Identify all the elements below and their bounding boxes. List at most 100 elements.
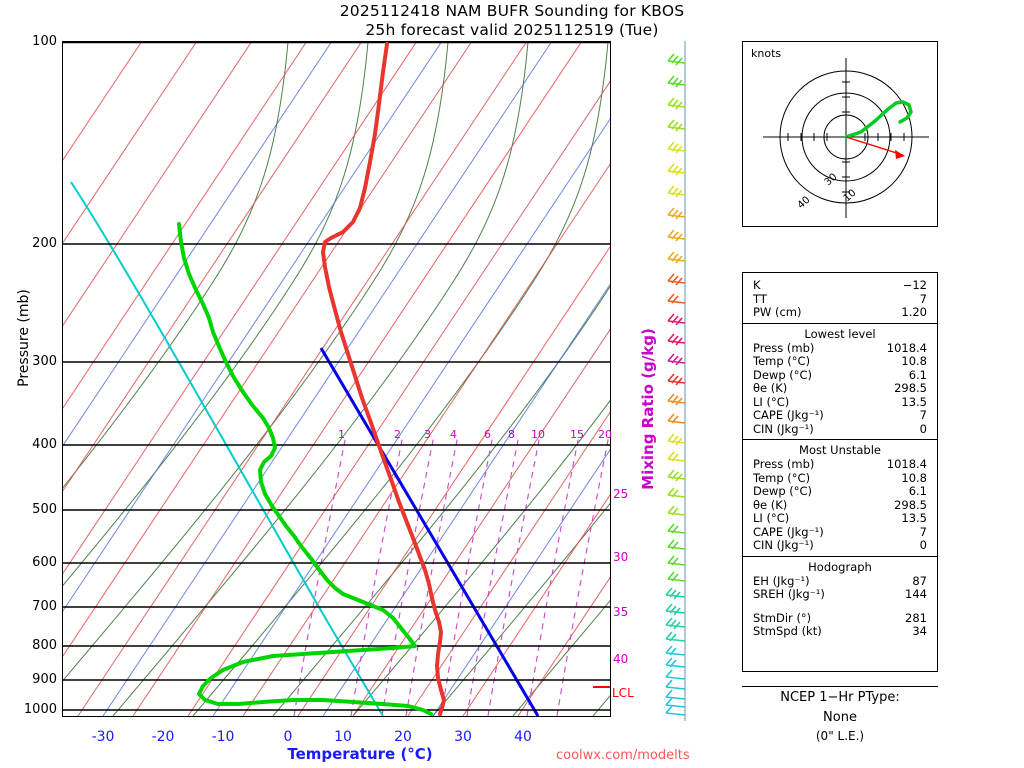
param-key: SREH (Jkg⁻¹): [753, 587, 825, 601]
param-row: CIN (Jkg⁻¹) 0: [743, 538, 937, 553]
param-value: 298.5: [894, 497, 927, 512]
param-value: 1.20: [901, 305, 927, 319]
temp-tick--20: -20: [151, 729, 175, 745]
pressure-tick-200: 200: [32, 236, 57, 251]
param-value: 0: [919, 538, 927, 552]
param-value: 7: [919, 408, 927, 422]
height-label-35: 35: [613, 605, 629, 619]
height-label-40: 40: [613, 652, 629, 666]
mixing-ratio-label-10: 10: [531, 428, 545, 441]
param-key: LI (°C): [753, 394, 790, 409]
ptype-title: NCEP 1−Hr PType:: [742, 686, 938, 705]
ptype-panel: NCEP 1−Hr PType: None (0" L.E.): [742, 686, 938, 756]
param-row: Dewp (°C) 6.1: [743, 484, 937, 499]
mixing-ratio-label-6: 6: [484, 428, 491, 441]
hodograph-heading: Hodograph: [808, 559, 872, 574]
temp-tick--10: -10: [211, 729, 235, 745]
sounding-parameters-panel: K −12 TT 7 PW (cm) 1.20 Lowest level Press …: [742, 272, 938, 672]
lcl-label: LCL: [612, 686, 634, 700]
param-value: 281: [905, 610, 927, 625]
divider: [743, 555, 937, 557]
param-key: CAPE (Jkg⁻¹): [753, 408, 824, 422]
param-row: CIN (Jkg⁻¹) 0: [743, 422, 937, 437]
svg-text:10: 10: [842, 188, 859, 205]
param-value: 7: [919, 524, 927, 539]
param-key: θe (K): [753, 497, 788, 512]
pressure-tick-1000b: 1000: [23, 702, 57, 717]
pressure-tick-700: 700: [32, 599, 57, 614]
param-row: Temp (°C) 10.8: [743, 470, 937, 486]
svg-text:40: 40: [796, 195, 813, 212]
param-row: Temp (°C) 10.8: [743, 354, 937, 369]
param-value: 13.5: [901, 394, 927, 409]
param-value: 7: [919, 291, 927, 306]
param-row: SREH (Jkg⁻¹) 144: [743, 587, 937, 602]
param-value: 1018.4: [886, 340, 927, 355]
pressure-tick-1000: 100: [32, 34, 57, 49]
param-key: TT: [753, 291, 767, 306]
param-row: Press (mb) 1018.4: [743, 457, 937, 472]
pressure-tick-400: 400: [32, 437, 57, 452]
most-unstable-heading: Most Unstable: [799, 443, 881, 457]
pressure-tick-300: 300: [32, 354, 57, 369]
mixing-ratio-label-1: 1: [338, 428, 345, 441]
param-key: EH (Jkg⁻¹): [753, 573, 810, 588]
param-row: PW (cm) 1.20: [743, 305, 937, 320]
param-key: LI (°C): [753, 511, 790, 525]
lowest-level-heading: Lowest level: [804, 326, 876, 341]
param-key: Temp (°C): [753, 354, 811, 368]
param-row: θe (K) 298.5: [743, 497, 937, 513]
param-row: K −12: [743, 278, 937, 293]
temp-tick-40: 40: [514, 729, 532, 745]
hodograph-units-label: knots: [751, 47, 782, 60]
param-value: −12: [902, 278, 927, 292]
credit-text: coolwx.com/modelts: [556, 748, 690, 763]
wind-barb-profile: [650, 41, 710, 721]
param-row: LI (°C) 13.5: [743, 394, 937, 410]
param-key: Press (mb): [753, 457, 815, 471]
param-key: CIN (Jkg⁻¹): [753, 538, 814, 552]
param-key: Dewp (°C): [753, 367, 813, 382]
param-value: 144: [905, 587, 927, 601]
param-key: Dewp (°C): [753, 484, 813, 498]
param-value: 10.8: [901, 354, 927, 368]
param-spacer: [743, 602, 937, 612]
mixing-ratio-label-20: 20: [598, 428, 612, 441]
param-row: StmDir (°) 281: [743, 610, 937, 626]
param-row: LI (°C) 13.5: [743, 511, 937, 526]
temp-tick-30: 30: [454, 729, 472, 745]
mixing-ratio-label-4: 4: [450, 428, 457, 441]
param-value: 298.5: [894, 381, 927, 395]
param-row: Press (mb) 1018.4: [743, 340, 937, 356]
param-row: EH (Jkg⁻¹) 87: [743, 573, 937, 589]
temp-tick--30: -30: [91, 729, 115, 745]
ptype-value: None: [823, 710, 857, 725]
param-value: 34: [912, 624, 927, 638]
pressure-tick-800: 800: [32, 638, 57, 653]
param-key: Press (mb): [753, 340, 815, 355]
param-value: 87: [912, 573, 927, 588]
param-key: CAPE (Jkg⁻¹): [753, 524, 824, 539]
svg-text:30: 30: [823, 172, 840, 189]
param-value: 13.5: [901, 511, 927, 525]
chart-title-line1: 2025112418 NAM BUFR Sounding for KBOS: [339, 2, 685, 20]
param-key: PW (cm): [753, 305, 802, 319]
param-key: StmSpd (kt): [753, 624, 822, 638]
pressure-tick-900: 900: [32, 672, 57, 687]
x-axis-title: Temperature (°C): [287, 745, 433, 763]
divider: [743, 322, 937, 324]
temp-tick-10: 10: [334, 729, 352, 745]
chart-title-line2: 25h forecast valid 2025112519 (Tue): [365, 21, 659, 39]
param-value: 10.8: [901, 470, 927, 485]
ptype-liquid-equivalent: (0" L.E.): [815, 729, 865, 743]
param-value: 6.1: [908, 367, 927, 382]
param-value: 6.1: [908, 484, 927, 498]
param-value: 1018.4: [886, 457, 927, 471]
param-row: StmSpd (kt) 34: [743, 624, 937, 639]
skewt-diagram: [62, 41, 611, 717]
temp-tick-0: 0: [283, 729, 293, 745]
pressure-tick-500: 500: [32, 502, 57, 517]
height-label-30: 30: [613, 550, 629, 564]
mixing-ratio-label-8: 8: [508, 428, 515, 441]
height-label-25: 25: [613, 487, 629, 501]
